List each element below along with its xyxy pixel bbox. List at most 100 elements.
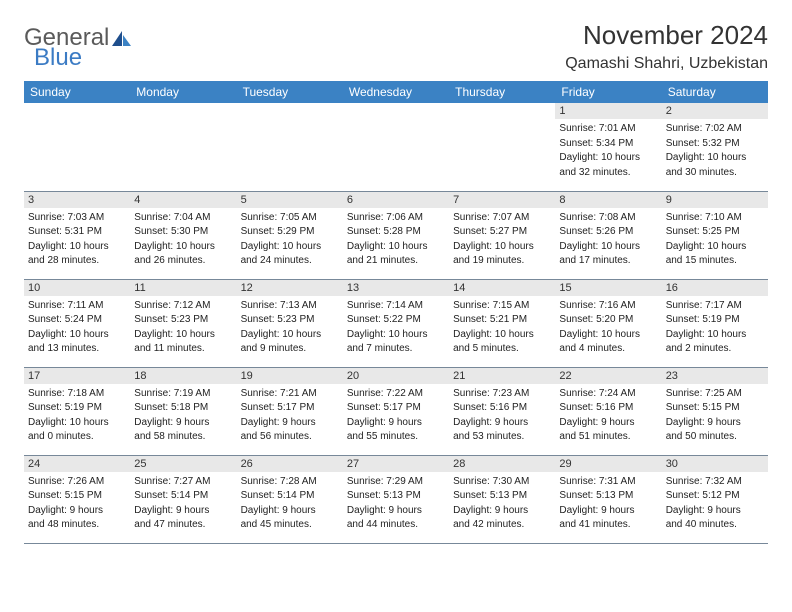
weekday-header: Sunday: [24, 81, 130, 103]
daylight1-line: Daylight: 10 hours: [28, 328, 126, 342]
daylight2-line: and 0 minutes.: [28, 430, 126, 444]
sunset-line: Sunset: 5:17 PM: [347, 401, 445, 415]
daylight2-line: and 9 minutes.: [241, 342, 339, 356]
weekday-header: Wednesday: [343, 81, 449, 103]
sunset-line: Sunset: 5:13 PM: [559, 489, 657, 503]
day-details: Sunrise: 7:17 AMSunset: 5:19 PMDaylight:…: [662, 296, 768, 361]
title-block: November 2024 Qamashi Shahri, Uzbekistan: [565, 20, 768, 73]
location-label: Qamashi Shahri, Uzbekistan: [565, 55, 768, 73]
sunrise-line: Sunrise: 7:30 AM: [453, 475, 551, 489]
calendar-day-cell: 13Sunrise: 7:14 AMSunset: 5:22 PMDayligh…: [343, 279, 449, 367]
sunset-line: Sunset: 5:19 PM: [28, 401, 126, 415]
daylight2-line: and 45 minutes.: [241, 518, 339, 532]
day-details: Sunrise: 7:02 AMSunset: 5:32 PMDaylight:…: [662, 119, 768, 184]
day-number: 30: [662, 456, 768, 472]
sunset-line: Sunset: 5:24 PM: [28, 313, 126, 327]
calendar-day-cell: 27Sunrise: 7:29 AMSunset: 5:13 PMDayligh…: [343, 455, 449, 543]
day-details: Sunrise: 7:06 AMSunset: 5:28 PMDaylight:…: [343, 208, 449, 273]
sunset-line: Sunset: 5:12 PM: [666, 489, 764, 503]
sunrise-line: Sunrise: 7:18 AM: [28, 387, 126, 401]
day-number: 9: [662, 192, 768, 208]
day-number: 15: [555, 280, 661, 296]
day-details: Sunrise: 7:05 AMSunset: 5:29 PMDaylight:…: [237, 208, 343, 273]
day-details: Sunrise: 7:03 AMSunset: 5:31 PMDaylight:…: [24, 208, 130, 273]
daylight2-line: and 5 minutes.: [453, 342, 551, 356]
calendar-day-cell: .: [343, 103, 449, 191]
sunrise-line: Sunrise: 7:28 AM: [241, 475, 339, 489]
day-number: 18: [130, 368, 236, 384]
calendar-day-cell: 11Sunrise: 7:12 AMSunset: 5:23 PMDayligh…: [130, 279, 236, 367]
calendar-day-cell: 15Sunrise: 7:16 AMSunset: 5:20 PMDayligh…: [555, 279, 661, 367]
day-number: 16: [662, 280, 768, 296]
calendar-day-cell: 23Sunrise: 7:25 AMSunset: 5:15 PMDayligh…: [662, 367, 768, 455]
calendar-day-cell: 18Sunrise: 7:19 AMSunset: 5:18 PMDayligh…: [130, 367, 236, 455]
day-details: Sunrise: 7:01 AMSunset: 5:34 PMDaylight:…: [555, 119, 661, 184]
day-details: Sunrise: 7:26 AMSunset: 5:15 PMDaylight:…: [24, 472, 130, 537]
day-number: 6: [343, 192, 449, 208]
calendar-day-cell: 2Sunrise: 7:02 AMSunset: 5:32 PMDaylight…: [662, 103, 768, 191]
calendar-table: SundayMondayTuesdayWednesdayThursdayFrid…: [24, 81, 768, 544]
sunset-line: Sunset: 5:21 PM: [453, 313, 551, 327]
daylight2-line: and 7 minutes.: [347, 342, 445, 356]
daylight1-line: Daylight: 9 hours: [241, 504, 339, 518]
calendar-page: General Blue November 2024 Qamashi Shahr…: [0, 0, 792, 564]
calendar-day-cell: 3Sunrise: 7:03 AMSunset: 5:31 PMDaylight…: [24, 191, 130, 279]
sunrise-line: Sunrise: 7:12 AM: [134, 299, 232, 313]
day-details: Sunrise: 7:27 AMSunset: 5:14 PMDaylight:…: [130, 472, 236, 537]
sunset-line: Sunset: 5:18 PM: [134, 401, 232, 415]
page-header: General Blue November 2024 Qamashi Shahr…: [24, 20, 768, 73]
sunset-line: Sunset: 5:15 PM: [28, 489, 126, 503]
daylight1-line: Daylight: 9 hours: [241, 416, 339, 430]
daylight2-line: and 41 minutes.: [559, 518, 657, 532]
calendar-week-row: 3Sunrise: 7:03 AMSunset: 5:31 PMDaylight…: [24, 191, 768, 279]
calendar-day-cell: 7Sunrise: 7:07 AMSunset: 5:27 PMDaylight…: [449, 191, 555, 279]
calendar-day-cell: 10 Sunrise: 7:11 AMSunset: 5:24 PMDayligh…: [24, 279, 130, 367]
sunrise-line: Sunrise: 7:29 AM: [347, 475, 445, 489]
day-number: 11: [130, 280, 236, 296]
calendar-day-cell: 20Sunrise: 7:22 AMSunset: 5:17 PMDayligh…: [343, 367, 449, 455]
sunrise-line: Sunrise: 7:15 AM: [453, 299, 551, 313]
calendar-day-cell: 17Sunrise: 7:18 AMSunset: 5:19 PMDayligh…: [24, 367, 130, 455]
day-number: 8: [555, 192, 661, 208]
day-details: Sunrise: 7:10 AMSunset: 5:25 PMDaylight:…: [662, 208, 768, 273]
daylight2-line: and 11 minutes.: [134, 342, 232, 356]
calendar-day-cell: 29Sunrise: 7:31 AMSunset: 5:13 PMDayligh…: [555, 455, 661, 543]
day-number: 5: [237, 192, 343, 208]
day-number: 26: [237, 456, 343, 472]
weekday-header: Thursday: [449, 81, 555, 103]
day-number: 27: [343, 456, 449, 472]
sunset-line: Sunset: 5:15 PM: [666, 401, 764, 415]
daylight2-line: and 42 minutes.: [453, 518, 551, 532]
sunset-line: Sunset: 5:25 PM: [666, 225, 764, 239]
calendar-week-row: .....1Sunrise: 7:01 AMSunset: 5:34 PMDay…: [24, 103, 768, 191]
day-details: Sunrise: 7:16 AMSunset: 5:20 PMDaylight:…: [555, 296, 661, 361]
daylight2-line: and 32 minutes.: [559, 166, 657, 180]
sunset-line: Sunset: 5:30 PM: [134, 225, 232, 239]
sunset-line: Sunset: 5:16 PM: [559, 401, 657, 415]
sunset-line: Sunset: 5:22 PM: [347, 313, 445, 327]
sunrise-line: Sunrise: 7:11 AM: [28, 299, 126, 313]
sunrise-line: Sunrise: 7:06 AM: [347, 211, 445, 225]
day-number: 17: [24, 368, 130, 384]
calendar-day-cell: 8Sunrise: 7:08 AMSunset: 5:26 PMDaylight…: [555, 191, 661, 279]
daylight2-line: and 44 minutes.: [347, 518, 445, 532]
calendar-body: .....1Sunrise: 7:01 AMSunset: 5:34 PMDay…: [24, 103, 768, 543]
day-number: 1: [555, 103, 661, 119]
daylight1-line: Daylight: 9 hours: [666, 504, 764, 518]
daylight1-line: Daylight: 10 hours: [241, 240, 339, 254]
daylight2-line: and 24 minutes.: [241, 254, 339, 268]
day-number: 10: [24, 280, 130, 296]
calendar-day-cell: 26Sunrise: 7:28 AMSunset: 5:14 PMDayligh…: [237, 455, 343, 543]
sunrise-line: Sunrise: 7:14 AM: [347, 299, 445, 313]
sunset-line: Sunset: 5:27 PM: [453, 225, 551, 239]
day-details: Sunrise: 7:30 AMSunset: 5:13 PMDaylight:…: [449, 472, 555, 537]
daylight2-line: and 53 minutes.: [453, 430, 551, 444]
calendar-day-cell: 24Sunrise: 7:26 AMSunset: 5:15 PMDayligh…: [24, 455, 130, 543]
sunset-line: Sunset: 5:28 PM: [347, 225, 445, 239]
sunset-line: Sunset: 5:31 PM: [28, 225, 126, 239]
sunset-line: Sunset: 5:32 PM: [666, 137, 764, 151]
day-number: 23: [662, 368, 768, 384]
day-details: Sunrise: 7:28 AMSunset: 5:14 PMDaylight:…: [237, 472, 343, 537]
daylight1-line: Daylight: 10 hours: [453, 240, 551, 254]
sunrise-line: Sunrise: 7:32 AM: [666, 475, 764, 489]
